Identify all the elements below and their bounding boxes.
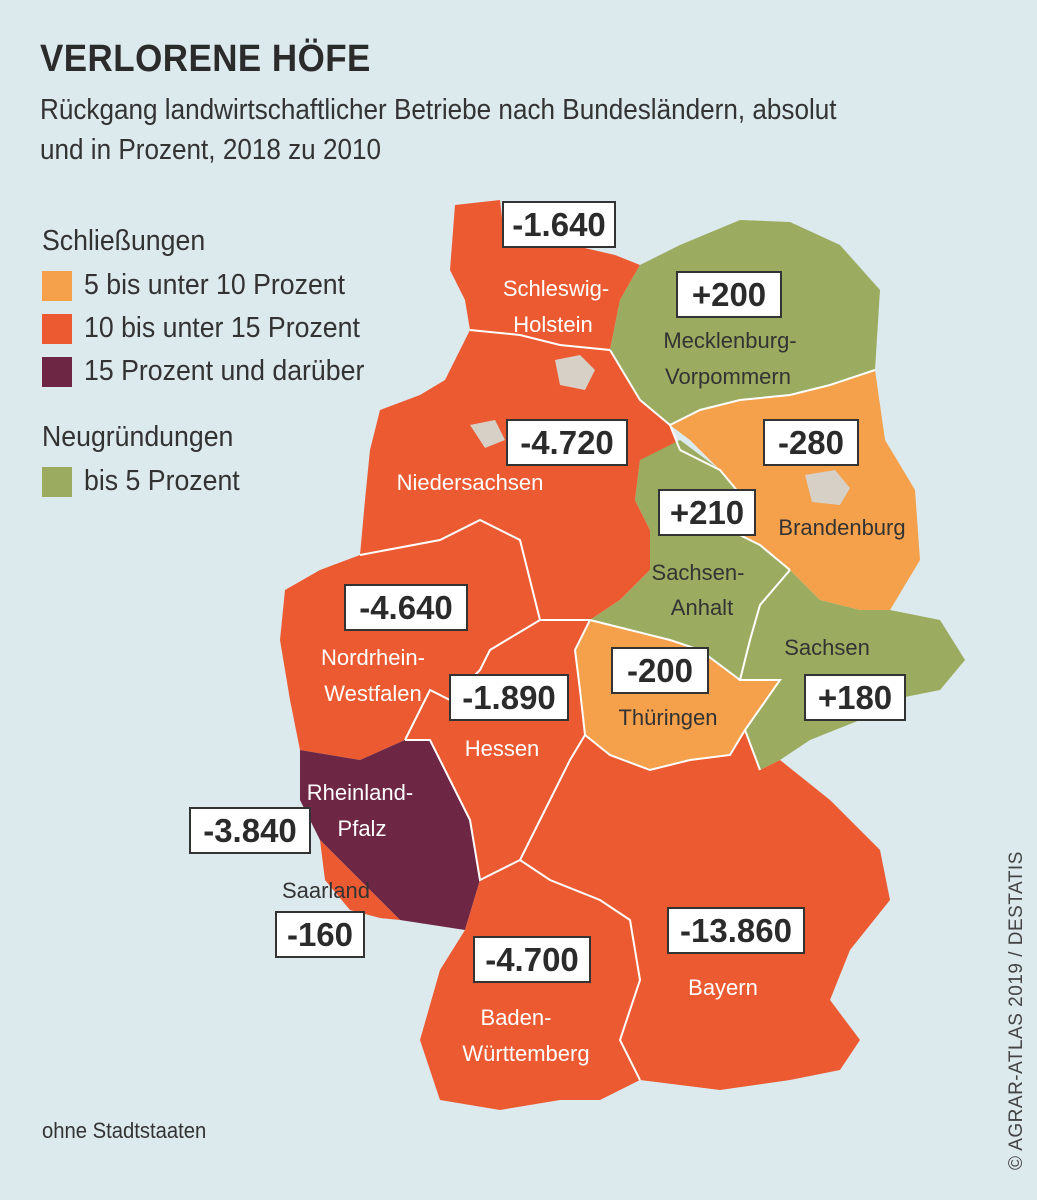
city-state-berlin	[805, 470, 850, 505]
value-box-rheinland-pfalz: -3.840	[189, 807, 311, 854]
value-nordrhein-westfalen: -4.640	[359, 589, 453, 626]
state-rheinland-pfalz[interactable]	[300, 740, 480, 930]
state-nordrhein-westfalen[interactable]	[280, 520, 540, 760]
legend-item-openings: bis 5 Prozent	[42, 460, 389, 503]
value-bayern: -13.860	[680, 912, 792, 949]
state-saarland[interactable]	[320, 840, 400, 920]
value-saarland: -160	[287, 916, 353, 953]
legend-item-10-15: 10 bis unter 15 Prozent	[42, 307, 389, 350]
value-brandenburg: -280	[778, 424, 844, 461]
label-mecklenburg-vorpommern-2: Vorpommern	[665, 364, 791, 389]
value-thueringen: -200	[627, 652, 693, 689]
label-schleswig-holstein-1: Schleswig-	[503, 276, 609, 301]
value-box-sachsen: +180	[804, 674, 906, 721]
state-schleswig-holstein[interactable]	[450, 200, 640, 350]
label-rheinland-pfalz-2: Pfalz	[338, 816, 387, 841]
value-niedersachsen: -4.720	[520, 424, 614, 461]
source-credit: © AGRAR-ATLAS 2019 / DESTATIS	[1006, 851, 1027, 1170]
state-baden-wuerttemberg[interactable]	[420, 860, 640, 1110]
value-box-nordrhein-westfalen: -4.640	[344, 584, 468, 631]
label-rheinland-pfalz-1: Rheinland-	[307, 780, 413, 805]
label-sachsen: Sachsen	[784, 635, 870, 660]
label-nordrhein-westfalen-2: Westfalen	[324, 681, 421, 706]
legend-label-openings: bis 5 Prozent	[84, 465, 240, 497]
value-box-saarland: -160	[275, 911, 365, 958]
legend-swatch-openings	[42, 466, 72, 497]
page-subtitle: Rückgang landwirtschaftlicher Betriebe n…	[40, 94, 837, 166]
legend-label-5-10: 5 bis unter 10 Prozent	[84, 269, 346, 301]
value-box-brandenburg: -280	[763, 419, 859, 466]
label-bayern: Bayern	[688, 975, 758, 1000]
legend-swatch-10-15	[42, 313, 72, 344]
label-baden-wuerttemberg-1: Baden-	[481, 1005, 552, 1030]
state-sachsen[interactable]	[740, 570, 965, 770]
value-sachsen-anhalt: +210	[670, 494, 744, 531]
value-baden-wuerttemberg: -4.700	[485, 941, 579, 978]
value-box-mecklenburg-vorpommern: +200	[676, 271, 782, 318]
label-sachsen-anhalt-1: Sachsen-	[652, 560, 745, 585]
legend-label-10-15: 10 bis unter 15 Prozent	[84, 312, 360, 344]
label-schleswig-holstein-2: Holstein	[513, 312, 592, 337]
state-niedersachsen[interactable]	[360, 330, 680, 620]
label-niedersachsen: Niedersachsen	[397, 470, 544, 495]
legend-item-5-10: 5 bis unter 10 Prozent	[42, 264, 389, 307]
value-box-baden-wuerttemberg: -4.700	[473, 936, 591, 983]
label-nordrhein-westfalen-1: Nordrhein-	[321, 645, 425, 670]
legend-heading-openings: Neugründungen	[42, 421, 234, 453]
legend-label-15-plus: 15 Prozent und darüber	[84, 355, 365, 387]
label-brandenburg: Brandenburg	[778, 515, 905, 540]
legend-heading-closures: Schließungen	[42, 225, 206, 257]
value-box-niedersachsen: -4.720	[506, 419, 628, 466]
label-saarland: Saarland	[282, 878, 370, 903]
label-mecklenburg-vorpommern-1: Mecklenburg-	[663, 328, 796, 353]
value-box-schleswig-holstein: -1.640	[502, 201, 616, 248]
legend-item-15-plus: 15 Prozent und darüber	[42, 350, 389, 393]
value-schleswig-holstein: -1.640	[512, 206, 606, 243]
value-box-hessen: -1.890	[449, 674, 569, 721]
label-thueringen: Thüringen	[618, 705, 717, 730]
label-sachsen-anhalt-2: Anhalt	[671, 595, 733, 620]
label-hessen: Hessen	[465, 736, 540, 761]
city-state-bremen	[470, 420, 505, 448]
legend: Schließungen 5 bis unter 10 Prozent 10 b…	[42, 225, 389, 503]
footnote: ohne Stadtstaaten	[42, 1118, 207, 1143]
label-baden-wuerttemberg-2: Württemberg	[462, 1041, 589, 1066]
value-box-sachsen-anhalt: +210	[658, 489, 756, 536]
value-box-thueringen: -200	[611, 647, 709, 694]
legend-swatch-5-10	[42, 270, 72, 301]
page-title: VERLORENE HÖFE	[40, 38, 371, 80]
value-hessen: -1.890	[462, 679, 556, 716]
value-rheinland-pfalz: -3.840	[203, 812, 297, 849]
value-box-bayern: -13.860	[667, 907, 805, 954]
legend-swatch-15-plus	[42, 356, 72, 387]
value-mecklenburg-vorpommern: +200	[692, 276, 766, 313]
city-state-hamburg	[555, 355, 595, 390]
value-sachsen: +180	[818, 679, 892, 716]
